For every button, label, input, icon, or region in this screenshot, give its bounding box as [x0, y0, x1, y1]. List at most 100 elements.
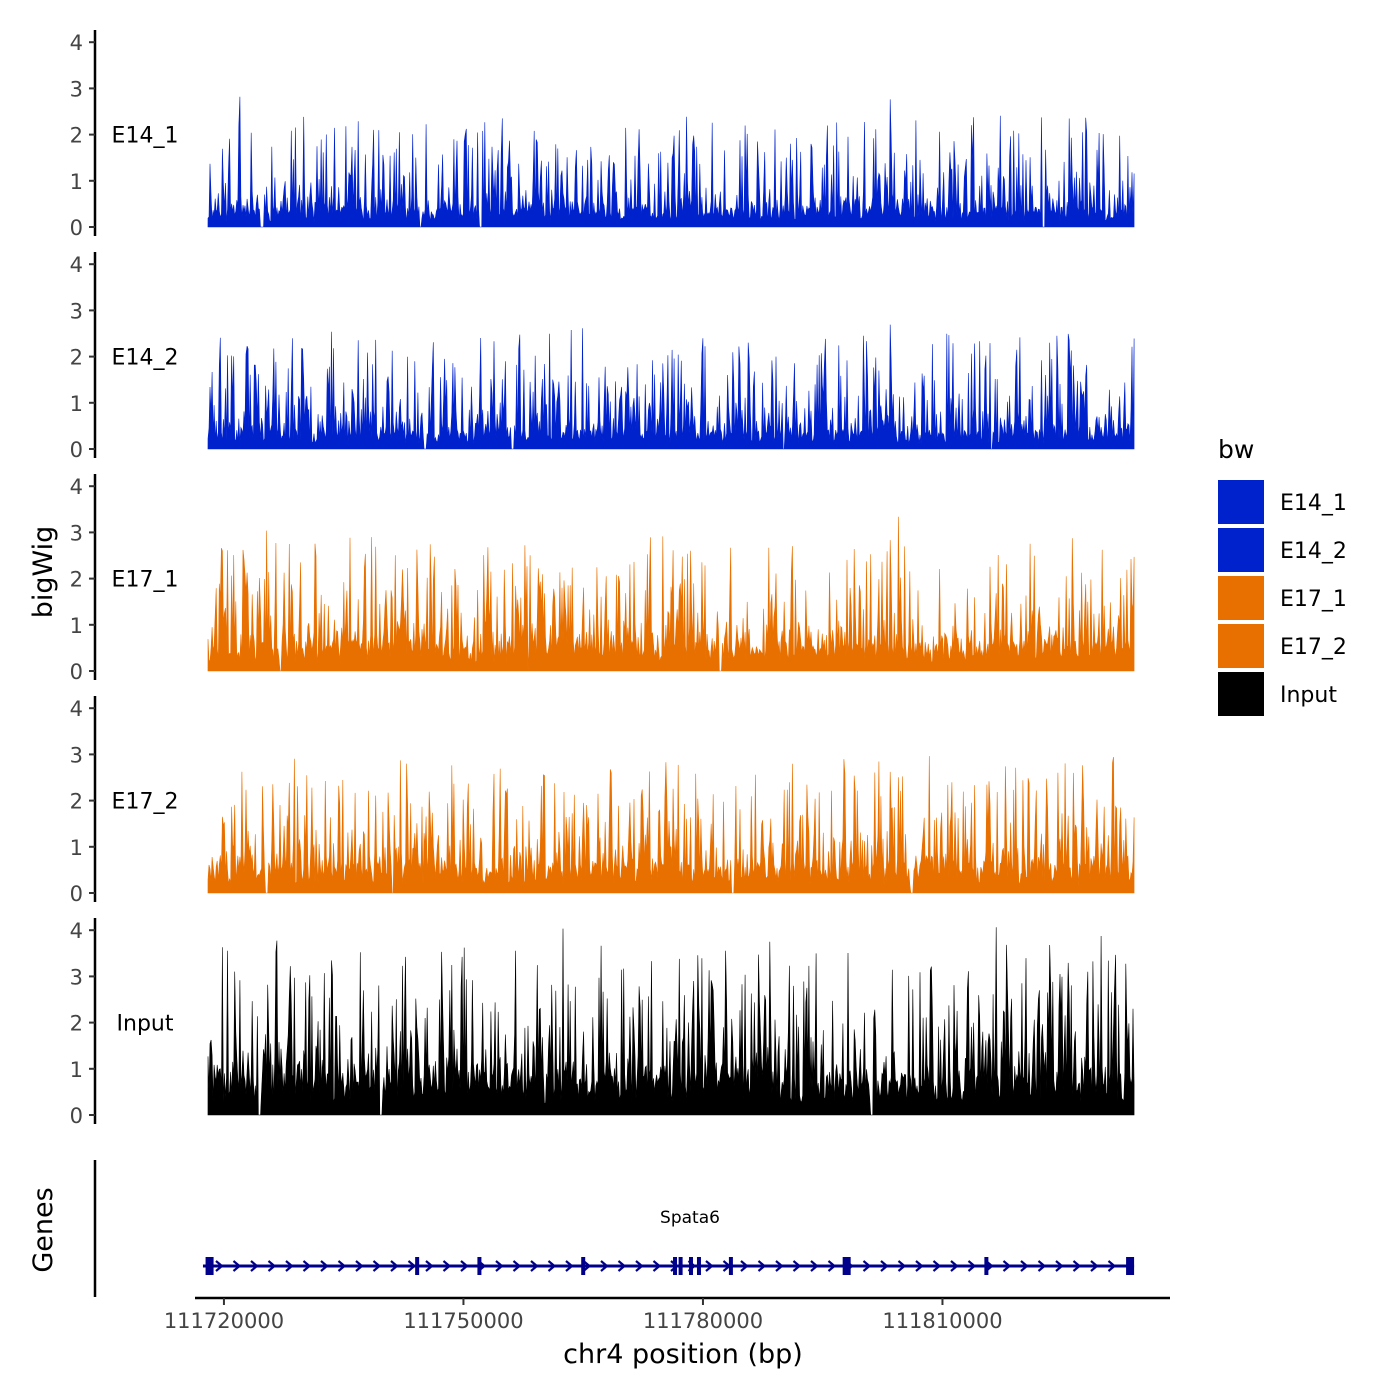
track-label: E17_1 [112, 568, 179, 593]
strand-arrow [337, 1260, 347, 1272]
x-tick-label: 111810000 [882, 1309, 1002, 1333]
strand-arrow [635, 1260, 644, 1272]
track-Input: 0 1 2 3 4 Input [70, 918, 1135, 1128]
y-tick-label: 0 [70, 882, 83, 906]
exon [415, 1257, 420, 1275]
track-E14_2: 0 1 2 3 4 E14_2 [70, 252, 1135, 462]
strand-arrow [827, 1260, 837, 1272]
exon [673, 1257, 678, 1275]
strand-arrow [442, 1260, 452, 1272]
strand-arrow [512, 1260, 522, 1272]
strand-arrow [1090, 1260, 1099, 1272]
legend-swatch-Input [1218, 672, 1264, 716]
strand-arrow [652, 1260, 662, 1272]
track-label: E17_2 [112, 790, 179, 815]
strand-arrow [232, 1260, 242, 1272]
legend-swatch-E14_1 [1218, 480, 1264, 524]
y-axis-label: bigWig [28, 526, 59, 619]
legend-title: bw [1218, 435, 1254, 464]
strand-arrow [897, 1260, 907, 1272]
strand-arrow [495, 1260, 504, 1272]
legend-swatch-E14_2 [1218, 528, 1264, 572]
strand-arrow [1002, 1260, 1012, 1272]
track-label: E14_2 [112, 346, 179, 371]
signal-area-E17_1 [207, 516, 1135, 672]
strand-arrow [302, 1260, 312, 1272]
legend-label-E17_2: E17_2 [1280, 635, 1347, 660]
strand-arrow [582, 1260, 592, 1272]
y-tick-label: 0 [70, 438, 83, 462]
legend-label-E17_1: E17_1 [1280, 587, 1347, 612]
y-tick-label: 2 [70, 790, 83, 814]
y-tick-label: 0 [70, 1104, 83, 1128]
y-tick-label: 0 [70, 216, 83, 240]
legend-label-Input: Input [1280, 683, 1337, 708]
strand-arrow [757, 1260, 767, 1272]
strand-arrow [390, 1260, 399, 1272]
strand-arrow [1020, 1260, 1029, 1272]
track-label: E14_1 [112, 124, 179, 149]
y-tick-label: 2 [70, 1012, 83, 1036]
strand-arrow [600, 1260, 609, 1272]
y-tick-label: 2 [70, 124, 83, 148]
strand-arrow [425, 1260, 434, 1272]
exon [688, 1257, 693, 1275]
x-tick-label: 111720000 [164, 1309, 284, 1333]
strand-arrow [547, 1260, 557, 1272]
exon [842, 1257, 851, 1275]
track-label: Input [117, 1012, 174, 1037]
x-axis: 111720000 111750000 111780000 111810000 [164, 1296, 1170, 1333]
strand-arrow [932, 1260, 942, 1272]
y-tick-label: 1 [70, 614, 83, 638]
strand-arrow [320, 1260, 329, 1272]
exon [477, 1257, 482, 1275]
strand-arrow [740, 1260, 749, 1272]
strand-arrow [250, 1260, 259, 1272]
x-axis-label: chr4 position (bp) [563, 1339, 803, 1370]
strand-arrow [950, 1260, 959, 1272]
strand-arrow [565, 1260, 574, 1272]
strand-arrow [705, 1260, 714, 1272]
y-tick-label: 4 [70, 919, 83, 943]
y-tick-label: 1 [70, 170, 83, 194]
strand-arrow [460, 1260, 469, 1272]
signal-area-E14_2 [207, 324, 1135, 450]
y-tick-label: 3 [70, 965, 83, 989]
exon [1126, 1257, 1135, 1275]
strand-arrow [1055, 1260, 1064, 1272]
strand-arrow [880, 1260, 889, 1272]
track-E17_1: 0 1 2 3 4 E17_1 [70, 474, 1135, 684]
strand-arrow [810, 1260, 819, 1272]
exon [581, 1257, 586, 1275]
strand-arrow [1037, 1260, 1047, 1272]
gene-name: Spata6 [660, 1208, 720, 1228]
y-tick-label: 2 [70, 568, 83, 592]
track-E17_2: 0 1 2 3 4 E17_2 [70, 696, 1135, 906]
exon [205, 1257, 214, 1275]
signal-area-E14_1 [207, 96, 1135, 228]
y-tick-label: 3 [70, 521, 83, 545]
legend: bw E14_1 E14_2 E17_1 E17_2 Input [1218, 435, 1347, 716]
exon [984, 1257, 989, 1275]
signal-tracks: 0 1 2 3 4 E14_1 0 1 2 3 4 E14_2 0 1 2 3 4 E17_1 0 1 2 3 4 E17_2… [70, 30, 1135, 1128]
y-tick-label: 1 [70, 836, 83, 860]
strand-arrow [285, 1260, 294, 1272]
genes-label: Genes [28, 1187, 59, 1272]
y-tick-label: 4 [70, 31, 83, 55]
y-tick-label: 3 [70, 743, 83, 767]
strand-arrow [1107, 1260, 1117, 1272]
y-tick-label: 3 [70, 299, 83, 323]
y-tick-label: 4 [70, 697, 83, 721]
gene-track: Spata6 [93, 1160, 1135, 1297]
y-tick-label: 1 [70, 392, 83, 416]
strand-arrow [215, 1260, 224, 1272]
x-tick-label: 111750000 [403, 1309, 523, 1333]
track-E14_1: 0 1 2 3 4 E14_1 [70, 30, 1135, 240]
strand-arrow [267, 1260, 277, 1272]
y-tick-label: 4 [70, 475, 83, 499]
signal-area-E17_2 [207, 756, 1135, 894]
strand-arrow [792, 1260, 802, 1272]
y-tick-label: 0 [70, 660, 83, 684]
x-tick-label: 111780000 [643, 1309, 763, 1333]
